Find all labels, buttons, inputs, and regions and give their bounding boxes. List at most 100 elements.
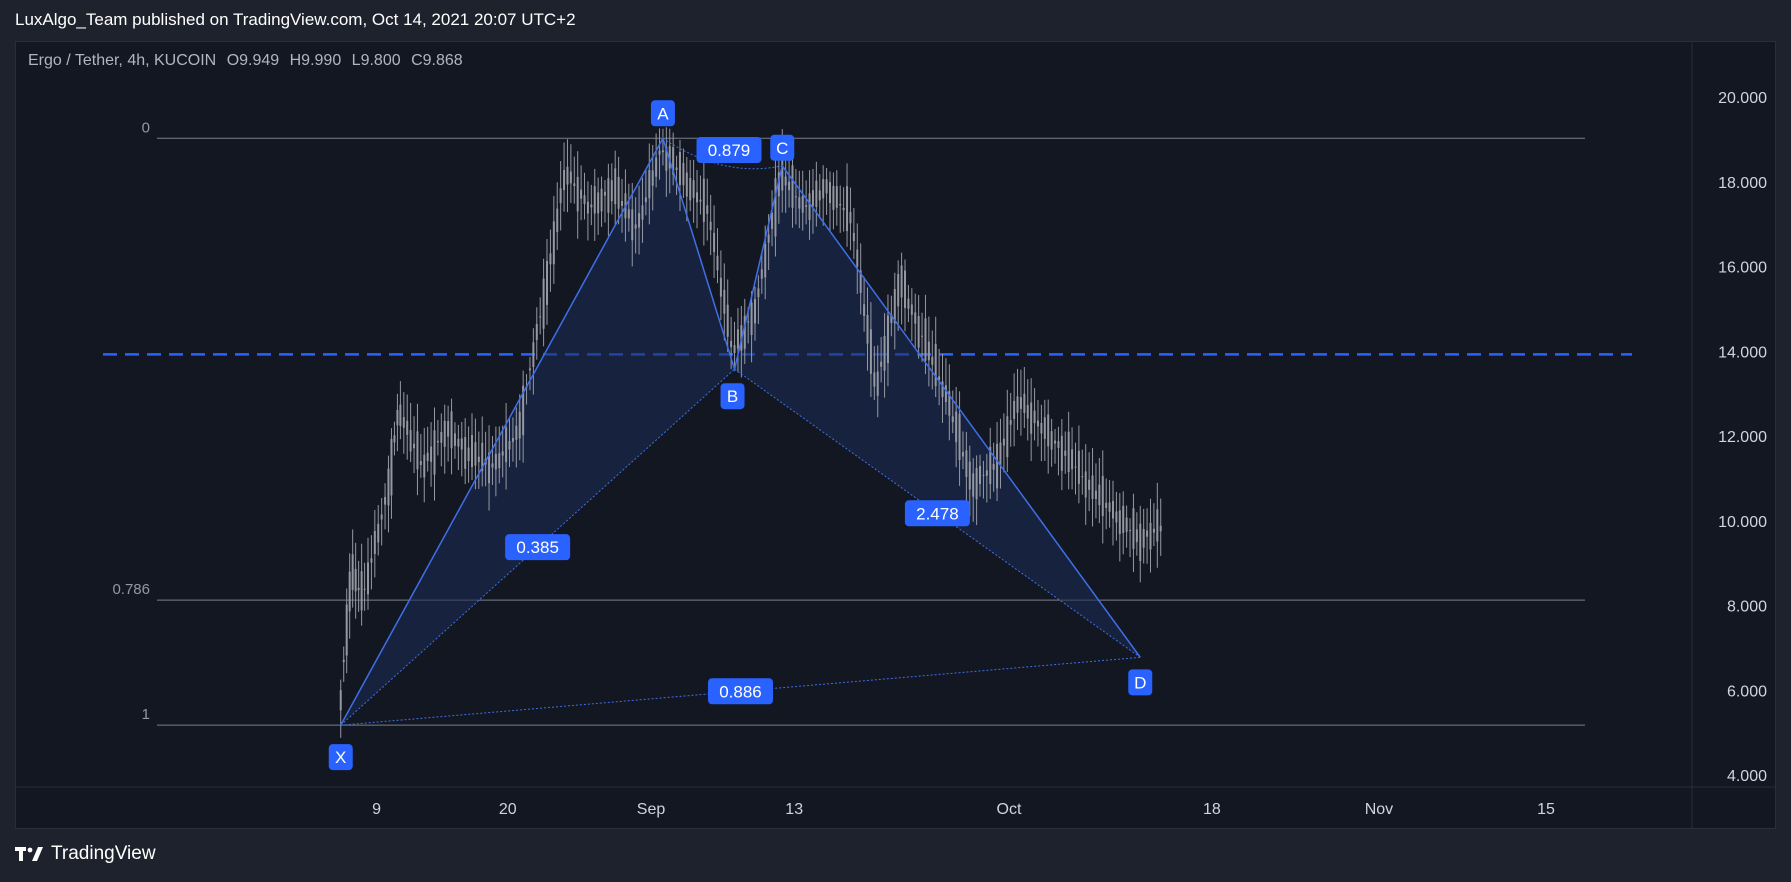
candle-body bbox=[443, 420, 446, 447]
candle-body bbox=[955, 411, 958, 443]
candle-body bbox=[873, 372, 876, 387]
candle-body bbox=[1139, 523, 1142, 561]
candle-body bbox=[791, 165, 794, 208]
candle-body bbox=[631, 209, 634, 241]
candle-body bbox=[399, 404, 402, 427]
candle-body bbox=[384, 497, 387, 505]
candle-body bbox=[498, 453, 501, 469]
candle-body bbox=[747, 321, 750, 323]
candle-body bbox=[1060, 435, 1063, 471]
candle-body bbox=[440, 431, 443, 443]
candle-body bbox=[1105, 502, 1108, 508]
time-tick-label: 15 bbox=[1537, 801, 1555, 818]
point-label-b-bg bbox=[720, 383, 745, 410]
candle-body bbox=[638, 213, 641, 228]
candle-body bbox=[866, 314, 869, 344]
candle-body bbox=[658, 150, 661, 155]
candle-body bbox=[1019, 397, 1022, 409]
candle-body bbox=[1142, 529, 1145, 548]
candle-body bbox=[617, 176, 620, 209]
candle-body bbox=[471, 434, 473, 468]
candle-body bbox=[556, 208, 559, 233]
candle-body bbox=[719, 277, 722, 297]
candle-body bbox=[982, 474, 985, 476]
candle-body bbox=[1071, 449, 1074, 470]
candle-body bbox=[1036, 420, 1039, 427]
candle-body bbox=[921, 335, 924, 337]
price-candles bbox=[339, 127, 1162, 738]
candle-body bbox=[863, 304, 866, 316]
candle-body bbox=[743, 315, 746, 349]
time-tick-label: Nov bbox=[1365, 801, 1393, 818]
candle-body bbox=[1091, 475, 1094, 499]
time-tick-label: Oct bbox=[997, 801, 1022, 818]
candle-body bbox=[794, 196, 797, 198]
candle-body bbox=[869, 329, 872, 374]
candle-body bbox=[931, 356, 934, 365]
ratio-label: 0.879 bbox=[708, 141, 751, 160]
candle-body bbox=[549, 253, 552, 265]
candle-body bbox=[1132, 508, 1135, 549]
candle-body bbox=[546, 260, 549, 305]
candle-body bbox=[1002, 438, 1005, 446]
ohlc-close: C9.868 bbox=[411, 52, 463, 69]
xab-triangle bbox=[340, 138, 735, 726]
point-label-d: D bbox=[1134, 673, 1146, 692]
candle-body bbox=[996, 443, 999, 489]
candle-body bbox=[900, 265, 903, 298]
candle-body bbox=[481, 442, 484, 472]
candle-body bbox=[675, 167, 678, 171]
candle-body bbox=[1043, 417, 1046, 439]
candle-body bbox=[1064, 450, 1067, 456]
candle-body bbox=[716, 255, 719, 271]
candle-body bbox=[733, 345, 736, 353]
point-label-x: X bbox=[335, 748, 346, 767]
candle-body bbox=[805, 205, 808, 207]
bcd-triangle bbox=[734, 165, 1141, 658]
candle-body bbox=[373, 531, 376, 554]
candle-body bbox=[1129, 530, 1132, 532]
candle-body bbox=[917, 316, 920, 348]
candle-body bbox=[1088, 479, 1091, 490]
candle-body bbox=[1009, 420, 1012, 425]
candle-body bbox=[457, 438, 460, 447]
candle-body bbox=[1101, 475, 1104, 517]
candle-body bbox=[436, 440, 439, 443]
candle-body bbox=[822, 179, 825, 199]
candle-body bbox=[1067, 431, 1070, 473]
candle-body bbox=[914, 312, 917, 324]
time-tick-label: 20 bbox=[499, 801, 517, 818]
candle-body bbox=[999, 442, 1002, 465]
candle-body bbox=[672, 147, 675, 175]
publisher-caption: LuxAlgo_Team published on TradingView.co… bbox=[15, 10, 576, 29]
candle-body bbox=[614, 168, 617, 205]
candle-body bbox=[777, 172, 780, 197]
point-label-a: A bbox=[657, 104, 669, 123]
candle-body bbox=[1013, 400, 1016, 419]
candle-body bbox=[886, 315, 889, 364]
candle-body bbox=[460, 438, 463, 450]
candle-body bbox=[345, 604, 348, 656]
tradingview-brand[interactable]: TradingView bbox=[15, 843, 156, 865]
candle-body bbox=[1156, 509, 1159, 542]
point-label-b: B bbox=[727, 387, 738, 406]
fib-level-label: 1 bbox=[142, 706, 150, 723]
candle-body bbox=[951, 416, 954, 423]
candle-body bbox=[1115, 511, 1118, 523]
candle-body bbox=[501, 451, 504, 456]
candle-body bbox=[610, 180, 613, 202]
candle-body bbox=[968, 461, 971, 490]
candle-body bbox=[907, 298, 910, 309]
candle-body bbox=[815, 180, 818, 208]
candle-body bbox=[380, 514, 383, 520]
candle-body bbox=[668, 145, 671, 169]
candle-body bbox=[1040, 422, 1043, 434]
ohlc-high: H9.990 bbox=[289, 52, 342, 69]
candle-body bbox=[750, 302, 753, 336]
candle-body bbox=[396, 409, 399, 426]
candle-body bbox=[832, 185, 835, 210]
candle-body bbox=[447, 421, 450, 437]
candle-body bbox=[927, 341, 930, 361]
candle-body bbox=[852, 232, 855, 242]
